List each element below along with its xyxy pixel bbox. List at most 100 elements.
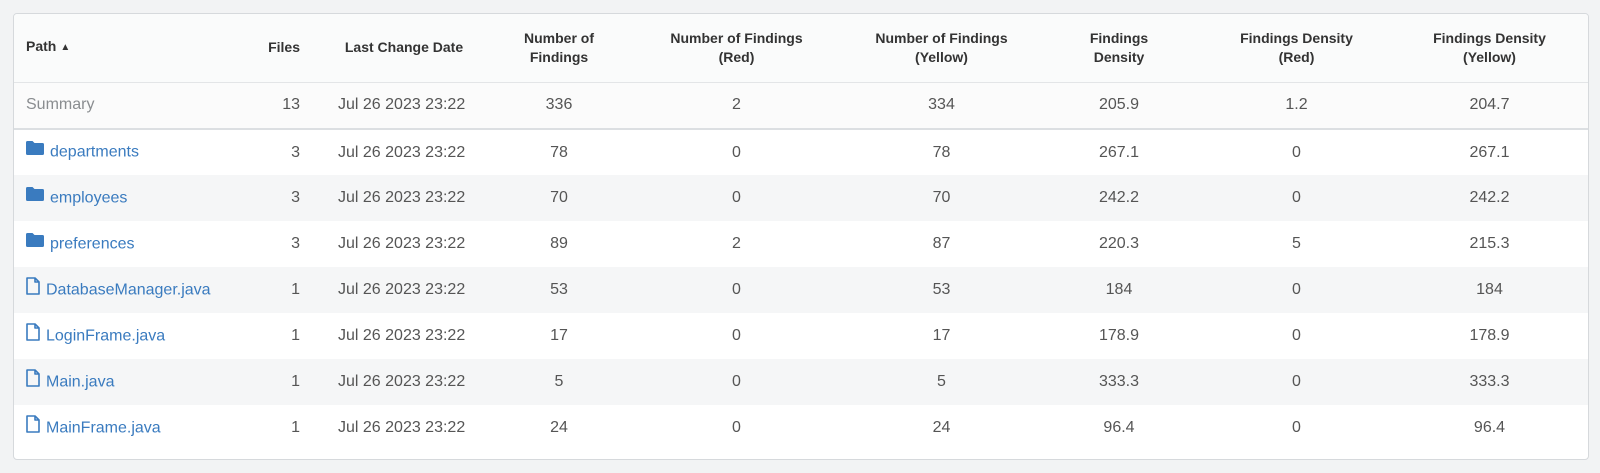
density-cell: 184 — [1105, 281, 1133, 298]
findings-yellow-cell: 53 — [932, 281, 951, 298]
last-change-cell: Jul 26 2023 23:22 — [338, 373, 466, 390]
findings-cell: 17 — [550, 327, 568, 344]
column-header-density-red[interactable]: Findings Density (Red) — [1204, 14, 1389, 83]
column-header-label-line-2: (Yellow) — [1463, 48, 1516, 65]
findings-red-cell: 2 — [732, 235, 741, 252]
column-header-label-line-2: (Red) — [1278, 48, 1315, 65]
column-header-findings-density[interactable]: Findings Density — [1034, 14, 1204, 83]
findings-yellow-cell: 24 — [932, 419, 951, 436]
findings-cell: 5 — [554, 373, 564, 390]
summary-findings-cell: 336 — [494, 82, 624, 130]
findings-cell: 24 — [550, 419, 568, 436]
density-red-cell: 0 — [1292, 373, 1301, 390]
findings-yellow-cell: 70 — [932, 189, 951, 206]
column-header-last-change-date[interactable]: Last Change Date — [314, 14, 494, 83]
last-change-cell: Jul 26 2023 23:22 — [338, 189, 466, 206]
last-change-cell: Jul 26 2023 23:22 — [338, 327, 466, 344]
density-yellow-cell: 333.3 — [1469, 373, 1510, 390]
findings-yellow-cell: 87 — [932, 235, 951, 252]
findings-yellow-cell: 17 — [932, 327, 951, 344]
last-change-cell: Jul 26 2023 23:22 — [338, 281, 466, 298]
folder-icon — [26, 232, 44, 252]
findings-table: Path ▲ Files Last Change Date Number of F… — [14, 14, 1588, 451]
density-yellow-cell: 178.9 — [1469, 327, 1510, 344]
last-change-cell: Jul 26 2023 23:22 — [338, 143, 466, 161]
folder-icon — [26, 141, 44, 160]
summary-findings-yellow-cell: 334 — [849, 82, 1034, 130]
column-header-number-of-findings[interactable]: Number of Findings — [494, 14, 624, 83]
summary-files-cell: 13 — [254, 82, 314, 130]
findings-yellow-cell: 78 — [932, 143, 951, 161]
findings-cell: 89 — [550, 235, 568, 252]
path-link[interactable]: LoginFrame.java — [46, 327, 166, 345]
summary-density-red-cell: 1.2 — [1204, 82, 1389, 130]
column-header-findings-red[interactable]: Number of Findings (Red) — [624, 14, 849, 83]
files-cell: 3 — [291, 189, 300, 206]
column-header-files[interactable]: Files — [254, 14, 314, 83]
density-yellow-cell: 242.2 — [1469, 189, 1510, 206]
last-change-cell: Jul 26 2023 23:22 — [338, 235, 466, 252]
file-icon — [26, 414, 40, 438]
path-cell: preferences — [14, 221, 254, 267]
density-yellow-cell: 184 — [1476, 281, 1503, 298]
findings-cell: 70 — [550, 189, 568, 206]
file-icon — [26, 276, 40, 300]
path-link[interactable]: DatabaseManager.java — [46, 281, 211, 299]
table-header-row: Path ▲ Files Last Change Date Number of F… — [14, 14, 1588, 83]
density-yellow-cell: 96.4 — [1473, 419, 1506, 436]
findings-yellow-cell: 5 — [937, 373, 946, 390]
density-red-cell: 0 — [1292, 281, 1301, 298]
file-icon — [26, 322, 40, 346]
density-yellow-cell: 215.3 — [1469, 235, 1510, 252]
column-header-density-yellow[interactable]: Findings Density (Yellow) — [1389, 14, 1588, 83]
table-row: employees 3 Jul 26 2023 23:22 70 0 70 24… — [14, 175, 1588, 221]
table-row: departments 3 Jul 26 2023 23:22 78 0 78 … — [14, 129, 1588, 175]
column-header-label: Last Change Date — [344, 39, 464, 56]
summary-density-cell: 205.9 — [1034, 82, 1204, 130]
folder-icon — [26, 186, 44, 206]
files-cell: 1 — [291, 281, 300, 298]
density-cell: 242.2 — [1098, 189, 1140, 206]
findings-red-cell: 0 — [732, 419, 741, 436]
column-header-findings-yellow[interactable]: Number of Findings (Yellow) — [849, 14, 1034, 83]
column-header-label: Files — [268, 39, 300, 56]
column-header-label-line-1: Number of Findings — [875, 29, 1008, 46]
path-link[interactable]: preferences — [50, 235, 135, 253]
findings-red-cell: 0 — [732, 373, 741, 390]
path-link[interactable]: Main.java — [46, 373, 115, 391]
findings-red-cell: 0 — [732, 327, 741, 344]
sort-ascending-icon: ▲ — [60, 42, 71, 54]
path-link[interactable]: departments — [50, 143, 139, 161]
findings-red-cell: 0 — [732, 281, 741, 298]
column-header-label-line-1: Number of — [524, 29, 594, 46]
column-header-label-line-1: Findings Density — [1433, 29, 1546, 46]
column-header-label-line-2: Findings — [529, 48, 589, 65]
summary-row: Summary 13 Jul 26 2023 23:22 336 2 334 2… — [14, 82, 1588, 130]
density-red-cell: 0 — [1292, 419, 1301, 436]
path-cell: employees — [14, 175, 254, 221]
density-cell: 178.9 — [1098, 327, 1140, 344]
density-cell: 333.3 — [1098, 373, 1140, 390]
density-yellow-cell: 267.1 — [1469, 143, 1510, 161]
file-icon — [26, 368, 40, 392]
path-cell: departments — [14, 129, 254, 175]
density-cell: 96.4 — [1103, 419, 1135, 436]
files-cell: 1 — [291, 419, 300, 436]
findings-table-panel: Path ▲ Files Last Change Date Number of F… — [13, 13, 1589, 460]
table-row: DatabaseManager.java 1 Jul 26 2023 23:22… — [14, 267, 1588, 313]
column-header-label-line-2: (Red) — [718, 48, 755, 65]
column-header-label-line-1: Findings — [1089, 29, 1149, 46]
path-cell: LoginFrame.java — [14, 313, 254, 359]
summary-last-change-cell: Jul 26 2023 23:22 — [314, 82, 494, 130]
path-cell: DatabaseManager.java — [14, 267, 254, 313]
summary-path-cell: Summary — [14, 82, 254, 130]
column-header-path[interactable]: Path ▲ — [14, 14, 254, 83]
files-cell: 3 — [291, 235, 300, 252]
path-cell: MainFrame.java — [14, 405, 254, 451]
table-row: MainFrame.java 1 Jul 26 2023 23:22 24 0 … — [14, 405, 1588, 451]
summary-findings-red-cell: 2 — [624, 82, 849, 130]
density-red-cell: 0 — [1292, 189, 1301, 206]
path-link[interactable]: employees — [50, 189, 128, 207]
findings-cell: 78 — [550, 143, 568, 161]
path-link[interactable]: MainFrame.java — [46, 419, 161, 437]
